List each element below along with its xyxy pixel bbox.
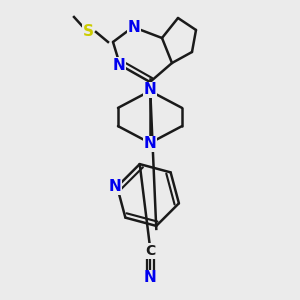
Text: N: N <box>128 20 140 34</box>
Text: N: N <box>144 136 156 152</box>
Text: C: C <box>145 244 155 258</box>
Text: N: N <box>112 58 125 73</box>
Text: N: N <box>144 82 156 98</box>
Text: N: N <box>144 271 156 286</box>
Text: S: S <box>82 25 94 40</box>
Text: N: N <box>109 179 122 194</box>
